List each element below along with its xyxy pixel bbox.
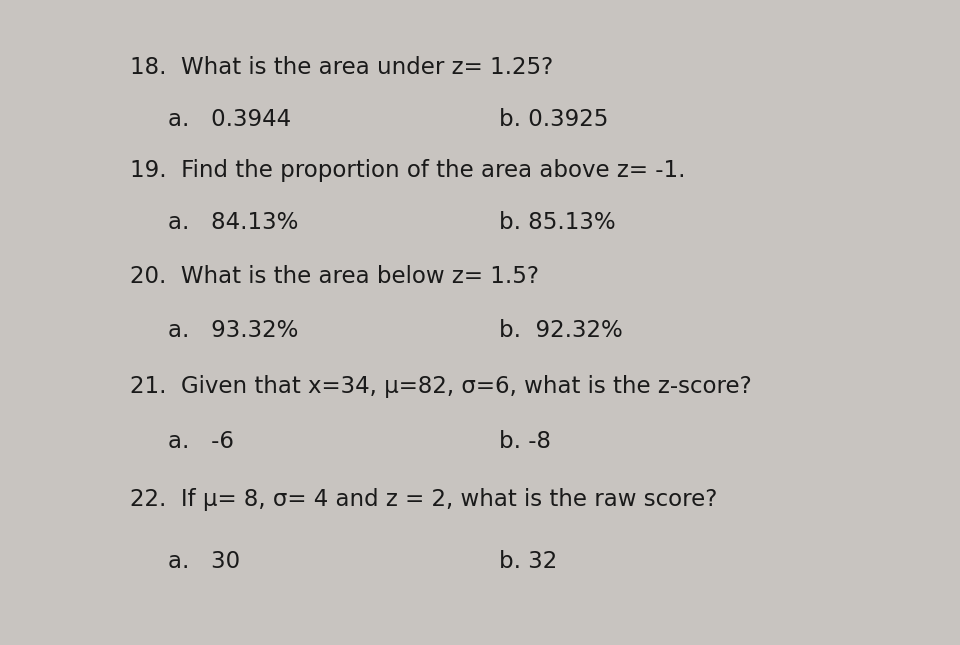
Text: b. 85.13%: b. 85.13%	[499, 211, 615, 234]
Text: 22.  If μ= 8, σ= 4 and z = 2, what is the raw score?: 22. If μ= 8, σ= 4 and z = 2, what is the…	[130, 488, 717, 511]
Text: 18.  What is the area under z= 1.25?: 18. What is the area under z= 1.25?	[130, 56, 553, 79]
Text: 19.  Find the proportion of the area above z= -1.: 19. Find the proportion of the area abov…	[130, 159, 685, 183]
Text: b. 32: b. 32	[499, 550, 558, 573]
Text: 21.  Given that x=34, μ=82, σ=6, what is the z-score?: 21. Given that x=34, μ=82, σ=6, what is …	[130, 375, 752, 399]
Text: b. -8: b. -8	[499, 430, 551, 453]
Text: a.   -6: a. -6	[168, 430, 234, 453]
Text: 20.  What is the area below z= 1.5?: 20. What is the area below z= 1.5?	[130, 264, 539, 288]
Text: a.   84.13%: a. 84.13%	[168, 211, 299, 234]
Text: a.   93.32%: a. 93.32%	[168, 319, 299, 342]
Text: a.   0.3944: a. 0.3944	[168, 108, 291, 131]
Text: a.   30: a. 30	[168, 550, 240, 573]
Text: b. 0.3925: b. 0.3925	[499, 108, 609, 131]
Text: b.  92.32%: b. 92.32%	[499, 319, 623, 342]
